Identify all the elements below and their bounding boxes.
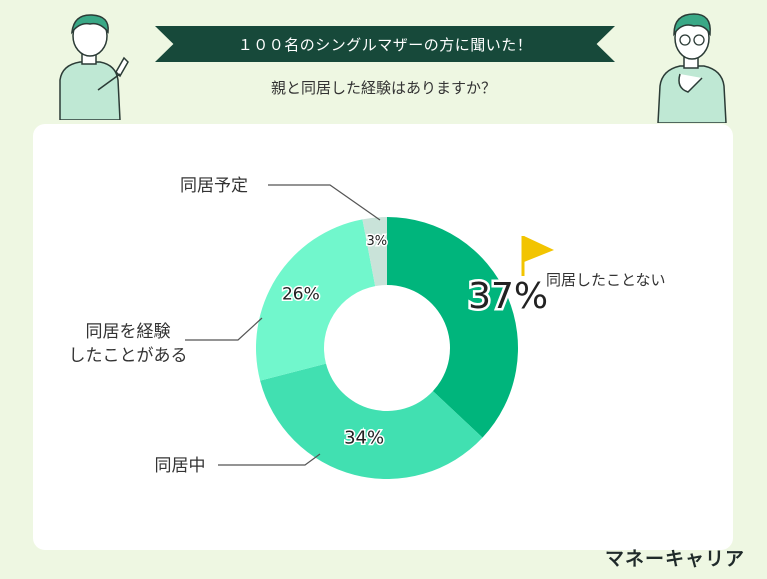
slice-living-together bbox=[260, 363, 483, 479]
slice-lived-together-before bbox=[256, 219, 376, 381]
flag-icon bbox=[521, 236, 554, 276]
category-label-living-together: 同居中 bbox=[155, 456, 206, 476]
banner-title: １００名のシングルマザーの方に聞いた！ bbox=[237, 35, 533, 54]
category-label-lived-together-before: 同居を経験 bbox=[86, 322, 171, 342]
value-label-lived-together-before: 26% bbox=[282, 284, 320, 304]
category-label-lived-together-before: したことがある bbox=[69, 346, 188, 366]
value-label-never-lived-together: 37% bbox=[468, 276, 548, 317]
leader-line-plan-to-live-together bbox=[268, 184, 381, 221]
category-label-never-lived-together: 同居したことない bbox=[546, 271, 666, 289]
person-thinking-icon bbox=[657, 13, 727, 123]
slice-never-lived-together bbox=[387, 217, 518, 438]
category-label-plan-to-live-together: 同居予定 bbox=[180, 176, 248, 196]
slice-plan-to-live-together bbox=[362, 217, 387, 287]
value-label-living-together: 34% bbox=[344, 427, 384, 448]
leader-line-living-together bbox=[218, 453, 321, 466]
question-text: 親と同居した経験はありますか？ bbox=[270, 79, 496, 97]
chart-card bbox=[33, 124, 733, 550]
brand-logo: マネーキャリア bbox=[604, 548, 745, 570]
title-banner: １００名のシングルマザーの方に聞いた！ bbox=[155, 26, 615, 62]
leader-line-lived-together-before bbox=[185, 317, 263, 341]
person-pointing-icon bbox=[59, 14, 129, 120]
value-label-plan-to-live-together: 3% bbox=[367, 234, 388, 249]
